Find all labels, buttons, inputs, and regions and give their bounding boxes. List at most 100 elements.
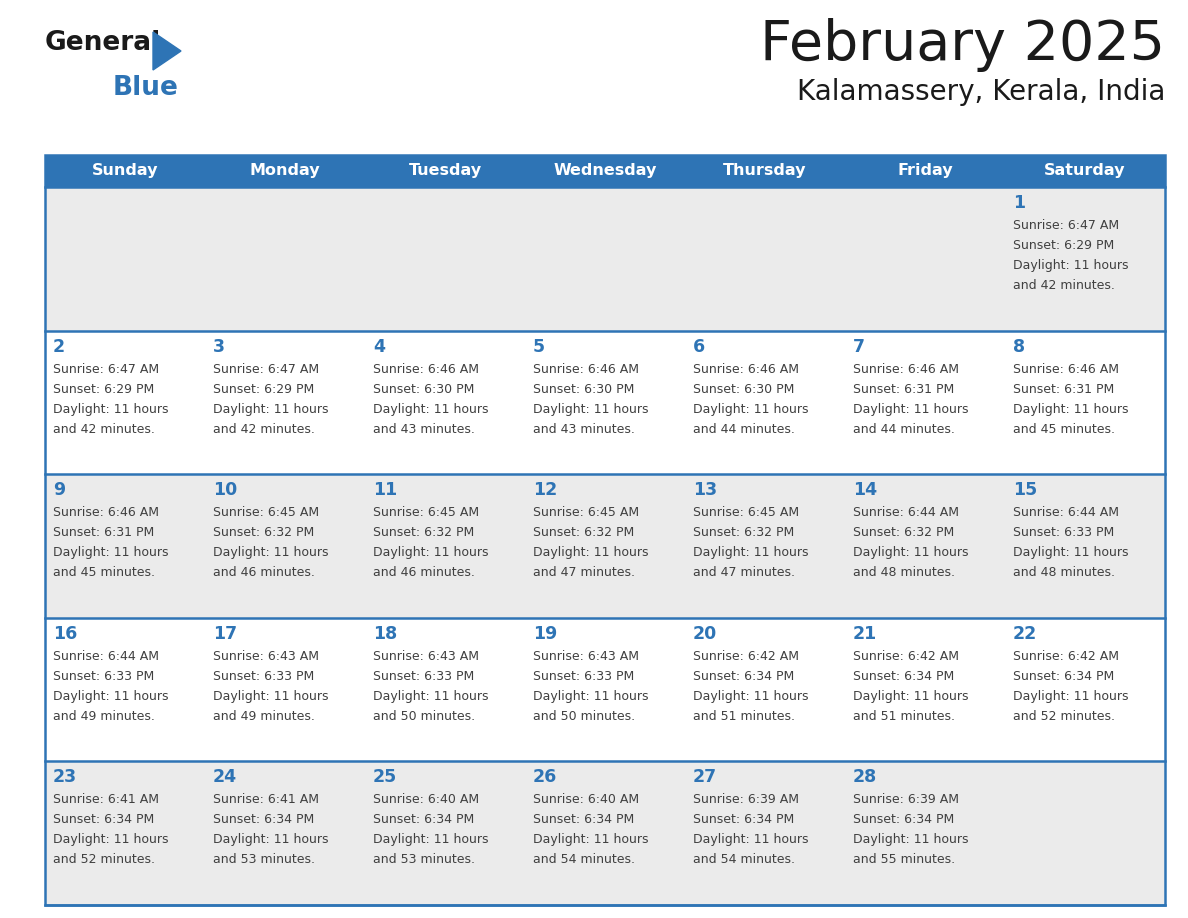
Text: Daylight: 11 hours: Daylight: 11 hours xyxy=(53,403,169,416)
Text: Daylight: 11 hours: Daylight: 11 hours xyxy=(533,546,649,559)
Bar xyxy=(45,475,206,618)
Text: 24: 24 xyxy=(213,768,238,787)
Text: 19: 19 xyxy=(533,625,557,643)
Bar xyxy=(206,618,365,761)
Bar xyxy=(685,330,845,475)
Bar xyxy=(685,475,845,618)
Text: Sunrise: 6:45 AM: Sunrise: 6:45 AM xyxy=(373,506,479,520)
Bar xyxy=(1005,330,1165,475)
Text: Blue: Blue xyxy=(113,75,179,101)
Text: Daylight: 11 hours: Daylight: 11 hours xyxy=(1013,689,1129,703)
Text: 3: 3 xyxy=(213,338,225,355)
Text: Sunset: 6:34 PM: Sunset: 6:34 PM xyxy=(533,813,634,826)
Text: Daylight: 11 hours: Daylight: 11 hours xyxy=(693,689,809,703)
Text: and 52 minutes.: and 52 minutes. xyxy=(1013,710,1116,722)
Text: Sunset: 6:30 PM: Sunset: 6:30 PM xyxy=(533,383,634,396)
Text: Sunset: 6:29 PM: Sunset: 6:29 PM xyxy=(53,383,154,396)
Bar xyxy=(1005,155,1165,187)
Text: Daylight: 11 hours: Daylight: 11 hours xyxy=(1013,403,1129,416)
Text: Daylight: 11 hours: Daylight: 11 hours xyxy=(213,689,329,703)
Bar xyxy=(45,618,206,761)
Text: Sunset: 6:31 PM: Sunset: 6:31 PM xyxy=(53,526,154,539)
Text: Sunset: 6:29 PM: Sunset: 6:29 PM xyxy=(213,383,315,396)
Bar xyxy=(206,330,365,475)
Text: Sunrise: 6:44 AM: Sunrise: 6:44 AM xyxy=(853,506,959,520)
Bar xyxy=(845,761,1005,905)
Bar xyxy=(45,187,206,330)
Text: Saturday: Saturday xyxy=(1044,163,1126,178)
Text: 23: 23 xyxy=(53,768,77,787)
Text: and 47 minutes.: and 47 minutes. xyxy=(693,566,795,579)
Bar xyxy=(45,155,1165,905)
Bar xyxy=(45,155,206,187)
Text: 6: 6 xyxy=(693,338,706,355)
Bar xyxy=(525,187,685,330)
Text: Sunrise: 6:45 AM: Sunrise: 6:45 AM xyxy=(213,506,320,520)
Text: Sunrise: 6:41 AM: Sunrise: 6:41 AM xyxy=(53,793,159,806)
Text: Sunrise: 6:45 AM: Sunrise: 6:45 AM xyxy=(693,506,800,520)
Text: Tuesday: Tuesday xyxy=(409,163,481,178)
Text: Sunset: 6:34 PM: Sunset: 6:34 PM xyxy=(53,813,154,826)
Text: 17: 17 xyxy=(213,625,238,643)
Text: Sunset: 6:32 PM: Sunset: 6:32 PM xyxy=(373,526,474,539)
Bar xyxy=(206,187,365,330)
Bar xyxy=(365,475,525,618)
Text: 4: 4 xyxy=(373,338,385,355)
Text: Sunset: 6:33 PM: Sunset: 6:33 PM xyxy=(533,670,634,683)
Text: Sunrise: 6:46 AM: Sunrise: 6:46 AM xyxy=(533,363,639,375)
Text: and 46 minutes.: and 46 minutes. xyxy=(373,566,475,579)
Text: Daylight: 11 hours: Daylight: 11 hours xyxy=(373,689,488,703)
Text: Sunrise: 6:44 AM: Sunrise: 6:44 AM xyxy=(1013,506,1119,520)
Text: and 45 minutes.: and 45 minutes. xyxy=(53,566,154,579)
Bar xyxy=(365,155,525,187)
Text: 18: 18 xyxy=(373,625,397,643)
Text: and 51 minutes.: and 51 minutes. xyxy=(853,710,955,722)
Text: and 42 minutes.: and 42 minutes. xyxy=(213,422,315,436)
Polygon shape xyxy=(153,32,181,70)
Bar xyxy=(845,475,1005,618)
Text: Sunday: Sunday xyxy=(91,163,158,178)
Bar xyxy=(1005,761,1165,905)
Text: Sunrise: 6:46 AM: Sunrise: 6:46 AM xyxy=(693,363,800,375)
Text: 5: 5 xyxy=(533,338,545,355)
Text: Sunrise: 6:43 AM: Sunrise: 6:43 AM xyxy=(373,650,479,663)
Text: 28: 28 xyxy=(853,768,877,787)
Text: Sunset: 6:30 PM: Sunset: 6:30 PM xyxy=(373,383,474,396)
Bar xyxy=(525,155,685,187)
Bar xyxy=(685,155,845,187)
Bar xyxy=(365,618,525,761)
Bar xyxy=(525,330,685,475)
Text: 22: 22 xyxy=(1013,625,1037,643)
Text: and 49 minutes.: and 49 minutes. xyxy=(53,710,154,722)
Text: and 54 minutes.: and 54 minutes. xyxy=(693,854,795,867)
Text: Sunrise: 6:47 AM: Sunrise: 6:47 AM xyxy=(53,363,159,375)
Text: and 51 minutes.: and 51 minutes. xyxy=(693,710,795,722)
Bar xyxy=(365,761,525,905)
Text: Sunrise: 6:46 AM: Sunrise: 6:46 AM xyxy=(853,363,959,375)
Text: 15: 15 xyxy=(1013,481,1037,499)
Bar xyxy=(685,187,845,330)
Text: 7: 7 xyxy=(853,338,865,355)
Text: 13: 13 xyxy=(693,481,718,499)
Text: and 48 minutes.: and 48 minutes. xyxy=(1013,566,1116,579)
Text: Sunrise: 6:39 AM: Sunrise: 6:39 AM xyxy=(853,793,959,806)
Text: Daylight: 11 hours: Daylight: 11 hours xyxy=(533,689,649,703)
Text: Sunrise: 6:42 AM: Sunrise: 6:42 AM xyxy=(693,650,800,663)
Text: Sunrise: 6:39 AM: Sunrise: 6:39 AM xyxy=(693,793,800,806)
Text: Sunset: 6:34 PM: Sunset: 6:34 PM xyxy=(1013,670,1114,683)
Text: Daylight: 11 hours: Daylight: 11 hours xyxy=(213,546,329,559)
Text: Daylight: 11 hours: Daylight: 11 hours xyxy=(853,403,968,416)
Text: February 2025: February 2025 xyxy=(760,18,1165,72)
Text: Sunset: 6:32 PM: Sunset: 6:32 PM xyxy=(853,526,954,539)
Text: Sunset: 6:33 PM: Sunset: 6:33 PM xyxy=(1013,526,1114,539)
Text: Daylight: 11 hours: Daylight: 11 hours xyxy=(373,546,488,559)
Text: Daylight: 11 hours: Daylight: 11 hours xyxy=(693,546,809,559)
Text: Sunrise: 6:44 AM: Sunrise: 6:44 AM xyxy=(53,650,159,663)
Bar xyxy=(206,155,365,187)
Text: Sunrise: 6:46 AM: Sunrise: 6:46 AM xyxy=(53,506,159,520)
Bar xyxy=(685,761,845,905)
Text: and 50 minutes.: and 50 minutes. xyxy=(533,710,636,722)
Text: Daylight: 11 hours: Daylight: 11 hours xyxy=(693,403,809,416)
Text: Sunset: 6:32 PM: Sunset: 6:32 PM xyxy=(693,526,795,539)
Text: 20: 20 xyxy=(693,625,718,643)
